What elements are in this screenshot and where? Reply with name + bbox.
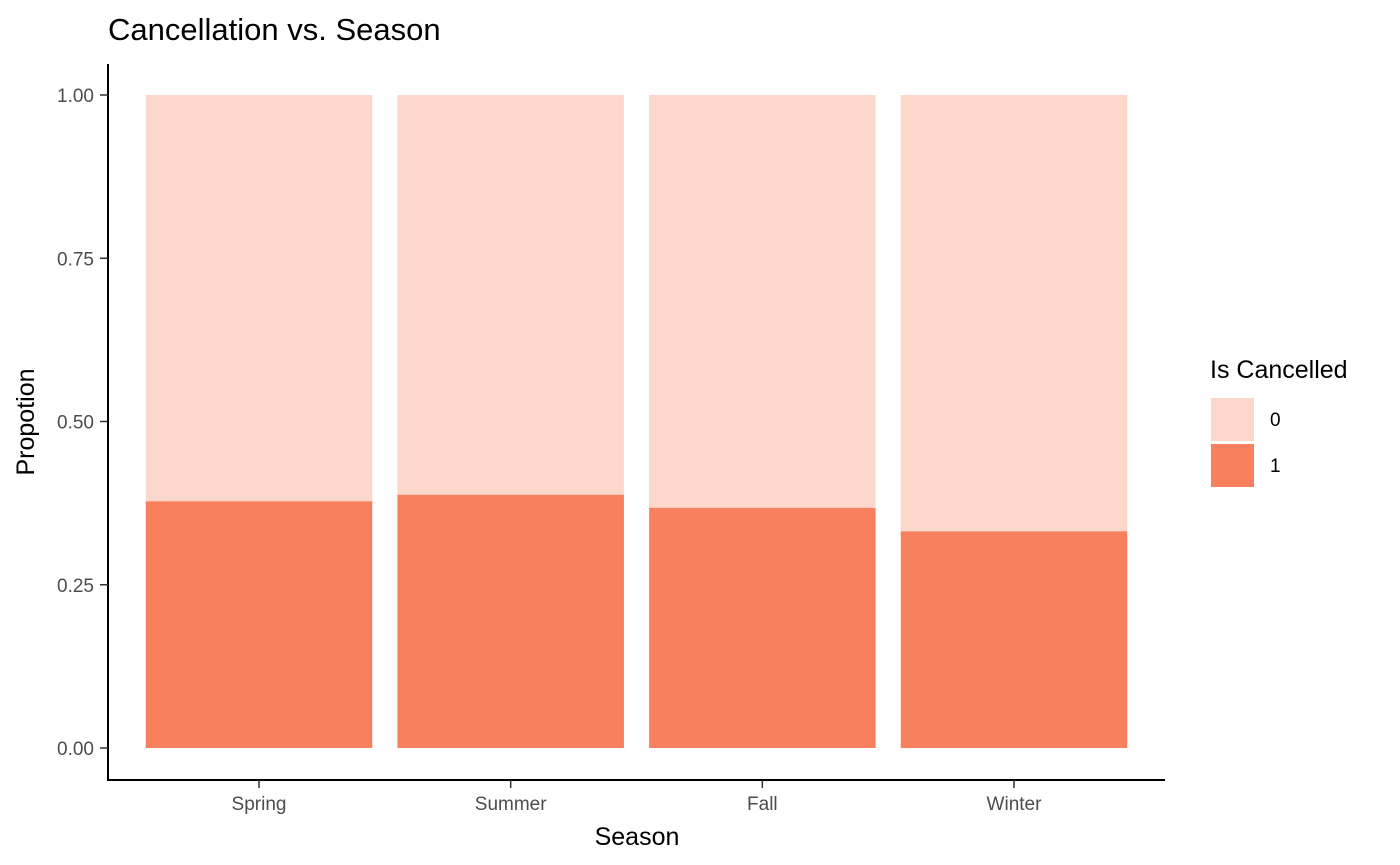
bar-spring-cancelled-1	[145, 501, 373, 748]
bars-group	[145, 95, 1128, 748]
y-axis-title: Propotion	[12, 368, 40, 475]
y-tick-label: 0.50	[57, 413, 94, 434]
legend-title: Is Cancelled	[1210, 356, 1348, 384]
bar-spring-cancelled-0	[145, 95, 373, 502]
x-tick-label: Fall	[747, 794, 778, 815]
bar-summer-cancelled-1	[397, 494, 624, 748]
legend-swatch-1	[1211, 444, 1254, 487]
y-ticks-group: 0.00 0.25 0.50 0.75 1.00	[57, 86, 108, 760]
legend-label-0: 0	[1270, 410, 1281, 431]
legend-label-1: 1	[1270, 456, 1281, 477]
x-tick-label: Winter	[987, 794, 1043, 815]
x-ticks-group: Spring Summer Fall Winter	[232, 780, 1043, 815]
y-tick-label: 0.75	[57, 249, 94, 270]
y-tick-label: 0.00	[57, 739, 94, 760]
x-tick-label: Spring	[232, 794, 287, 815]
bar-fall-cancelled-0	[649, 95, 876, 508]
x-tick-label: Summer	[475, 794, 547, 815]
bar-fall-cancelled-1	[649, 507, 876, 748]
legend-swatch-0	[1211, 398, 1254, 441]
bar-winter-cancelled-0	[900, 95, 1128, 532]
chart-title: Cancellation vs. Season	[108, 12, 441, 47]
bar-summer-cancelled-0	[397, 95, 624, 495]
x-axis-title: Season	[595, 823, 680, 851]
y-tick-label: 0.25	[57, 576, 94, 597]
legend: Is Cancelled 0 1	[1210, 356, 1348, 487]
bar-winter-cancelled-1	[900, 531, 1128, 748]
y-tick-label: 1.00	[57, 86, 94, 107]
